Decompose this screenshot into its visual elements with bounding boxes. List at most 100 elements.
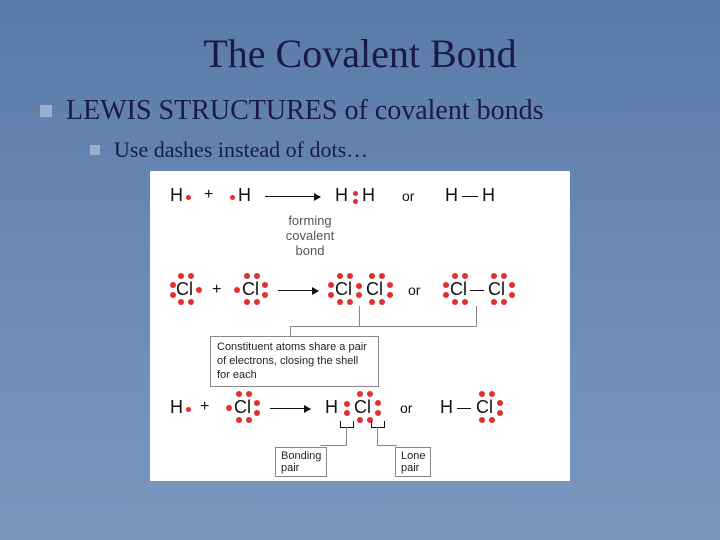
electron-dot: [196, 287, 202, 293]
electron-dot: [479, 417, 485, 423]
electron-dot: [188, 299, 194, 305]
arrow-icon: [265, 196, 320, 197]
electron-dot: [379, 273, 385, 279]
callout-line: [290, 326, 291, 336]
electron-dot: [357, 391, 363, 397]
electron-dot: [462, 273, 468, 279]
atom-Cl: Cl: [234, 397, 251, 418]
bracket-icon: [340, 421, 354, 428]
annotation-lone-pair: Lonepair: [395, 447, 431, 477]
electron-dot: [328, 292, 334, 298]
plus-icon: +: [200, 398, 209, 416]
electron-dot: [387, 282, 393, 288]
electron-dot: [246, 417, 252, 423]
atom-Cl: Cl: [176, 279, 193, 300]
electron-dot: [387, 292, 393, 298]
electron-dot: [344, 410, 350, 416]
atom-H: H: [170, 397, 183, 418]
or-text: or: [400, 400, 412, 416]
electron-dot: [178, 299, 184, 305]
electron-dot: [246, 391, 252, 397]
atom-Cl: Cl: [366, 279, 383, 300]
callout-line: [377, 427, 378, 445]
electron-dot: [236, 417, 242, 423]
electron-dot: [375, 410, 381, 416]
or-text: or: [408, 282, 420, 298]
bond-dash: [462, 196, 478, 197]
caption-forming: forming covalentbond: [265, 213, 355, 258]
electron-dot: [491, 299, 497, 305]
electron-dot: [347, 299, 353, 305]
plus-icon: +: [212, 281, 221, 299]
atom-H: H: [335, 185, 348, 206]
atom-Cl: Cl: [450, 279, 467, 300]
atom-Cl: Cl: [335, 279, 352, 300]
electron-dot: [328, 282, 334, 288]
electron-dot: [236, 391, 242, 397]
atom-H: H: [440, 397, 453, 418]
electron-dot: [170, 282, 176, 288]
sub1-text: Use dashes instead of dots…: [114, 137, 368, 163]
electron-dot: [244, 299, 250, 305]
arrow-icon: [270, 408, 310, 409]
electron-dot: [369, 299, 375, 305]
electron-dot: [262, 292, 268, 298]
electron-dot: [443, 292, 449, 298]
annotation-bonding-pair: Bondingpair: [275, 447, 327, 477]
electron-dot: [353, 199, 358, 204]
atom-H: H: [170, 185, 183, 206]
electron-dot: [501, 273, 507, 279]
electron-dot: [337, 273, 343, 279]
electron-dot: [452, 273, 458, 279]
atom-Cl: Cl: [476, 397, 493, 418]
atom-Cl: Cl: [242, 279, 259, 300]
bond-dash: [457, 408, 471, 409]
electron-dot: [178, 273, 184, 279]
electron-dot: [254, 410, 260, 416]
atom-H: H: [325, 397, 338, 418]
bracket-icon: [371, 421, 385, 428]
electron-dot: [489, 391, 495, 397]
electron-dot: [509, 282, 515, 288]
bullet-square-icon: [90, 145, 100, 155]
electron-dot: [254, 273, 260, 279]
electron-dot: [353, 191, 358, 196]
plus-icon: +: [204, 186, 213, 204]
electron-dot: [367, 391, 373, 397]
electron-dot: [230, 195, 235, 200]
atom-H: H: [238, 185, 251, 206]
atom-Cl: Cl: [354, 397, 371, 418]
electron-dot: [489, 417, 495, 423]
callout-line: [359, 306, 360, 326]
atom-H: H: [482, 185, 495, 206]
bullet-level1: LEWIS STRUCTURES of covalent bonds: [40, 95, 720, 127]
atom-H: H: [362, 185, 375, 206]
electron-dot: [244, 273, 250, 279]
electron-dot: [262, 282, 268, 288]
electron-dot: [186, 195, 191, 200]
callout-line: [346, 427, 347, 445]
electron-dot: [479, 391, 485, 397]
electron-dot: [186, 407, 191, 412]
electron-dot: [170, 292, 176, 298]
electron-dot: [254, 299, 260, 305]
electron-dot: [509, 292, 515, 298]
electron-dot: [347, 273, 353, 279]
electron-dot: [357, 417, 363, 423]
electron-dot: [491, 273, 497, 279]
electron-dot: [369, 273, 375, 279]
bond-dash: [470, 290, 484, 291]
atom-H: H: [445, 185, 458, 206]
electron-dot: [226, 405, 232, 411]
slide: The Covalent Bond LEWIS STRUCTURES of co…: [0, 0, 720, 540]
or-text: or: [402, 188, 414, 204]
electron-dot: [462, 299, 468, 305]
callout-line: [476, 306, 477, 326]
arrow-icon: [278, 290, 318, 291]
bullet-square-icon: [40, 105, 52, 117]
electron-dot: [337, 299, 343, 305]
callout-line: [290, 326, 477, 327]
slide-title: The Covalent Bond: [0, 0, 720, 77]
electron-dot: [452, 299, 458, 305]
electron-dot: [188, 273, 194, 279]
